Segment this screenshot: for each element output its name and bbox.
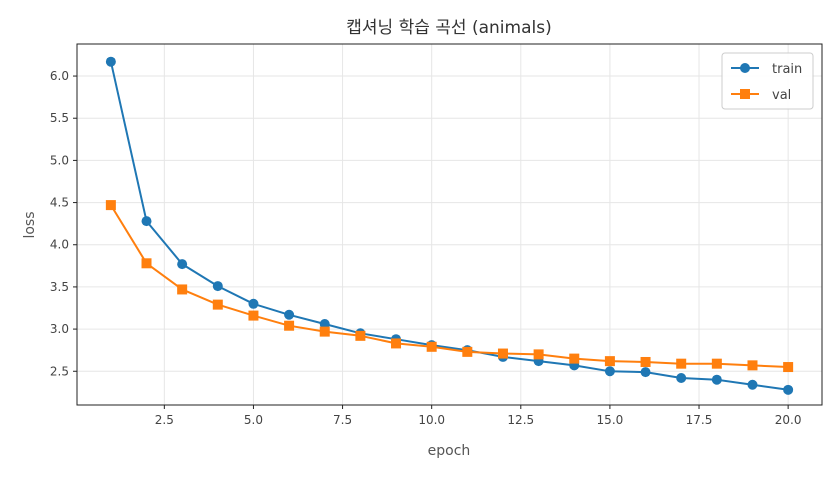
val-point: [533, 349, 544, 360]
val-point: [747, 360, 758, 371]
series-layer: [105, 56, 794, 395]
val-point: [711, 358, 722, 369]
train-point: [284, 309, 295, 320]
y-axis: 2.5 3.0 3.5 4.0 4.5 5.0 5.5 6.0: [50, 69, 77, 378]
train-point: [783, 384, 794, 395]
legend: train val: [721, 52, 814, 110]
train-point: [711, 374, 722, 385]
val-point: [284, 320, 295, 331]
val-point: [676, 358, 687, 369]
series-val: [105, 200, 794, 373]
y-tick-label: 5.0: [50, 153, 69, 167]
legend-marker: [740, 63, 750, 73]
legend-marker: [740, 89, 750, 99]
train-point: [105, 56, 116, 67]
val-point: [177, 284, 188, 295]
x-axis: 2.5 5.0 7.5 10.0 12.5 15.0 17.5 20.0: [155, 405, 802, 427]
val-point: [105, 200, 116, 211]
val-line: [110, 204, 789, 368]
val-point: [640, 356, 651, 367]
y-axis-label: loss: [22, 211, 38, 238]
x-tick-label: 12.5: [507, 413, 534, 427]
legend-label: val: [772, 88, 791, 103]
train-point: [177, 259, 188, 270]
train-line: [109, 61, 789, 391]
x-tick-label: 17.5: [686, 413, 713, 427]
x-tick-label: 15.0: [597, 413, 624, 427]
x-tick-label: 7.5: [333, 413, 352, 427]
train-point: [604, 366, 615, 377]
train-point: [248, 298, 259, 309]
val-point: [462, 346, 473, 357]
val-point: [497, 348, 508, 359]
val-point: [426, 341, 437, 352]
val-point: [212, 299, 223, 310]
train-point: [141, 216, 152, 227]
y-tick-label: 3.5: [50, 280, 69, 294]
x-axis-label: epoch: [428, 443, 471, 459]
x-tick-label: 20.0: [775, 413, 802, 427]
train-point: [319, 319, 330, 330]
val-point: [141, 258, 152, 269]
train-point: [640, 367, 651, 378]
train-point: [676, 373, 687, 384]
val-point: [569, 353, 580, 364]
x-tick-label: 10.0: [418, 413, 445, 427]
y-tick-label: 5.5: [50, 111, 69, 125]
legend-label: train: [772, 62, 802, 77]
y-tick-label: 4.0: [50, 238, 69, 252]
y-tick-label: 6.0: [50, 69, 69, 83]
plot-frame: [76, 43, 823, 406]
x-tick-label: 5.0: [244, 413, 263, 427]
val-point: [319, 326, 330, 337]
y-tick-label: 3.0: [50, 322, 69, 336]
val-point: [248, 310, 259, 321]
chart-title: 캡셔닝 학습 곡선 (animals): [346, 18, 551, 38]
val-point: [604, 356, 615, 367]
grid: [77, 44, 822, 405]
y-tick-label: 2.5: [50, 364, 69, 378]
train-point: [212, 281, 223, 292]
train-point: [747, 379, 758, 390]
val-point: [391, 338, 402, 349]
x-tick-label: 2.5: [155, 413, 174, 427]
series-train: [105, 56, 794, 395]
y-tick-label: 4.5: [50, 196, 69, 210]
val-point: [783, 362, 794, 373]
val-point: [355, 330, 366, 341]
